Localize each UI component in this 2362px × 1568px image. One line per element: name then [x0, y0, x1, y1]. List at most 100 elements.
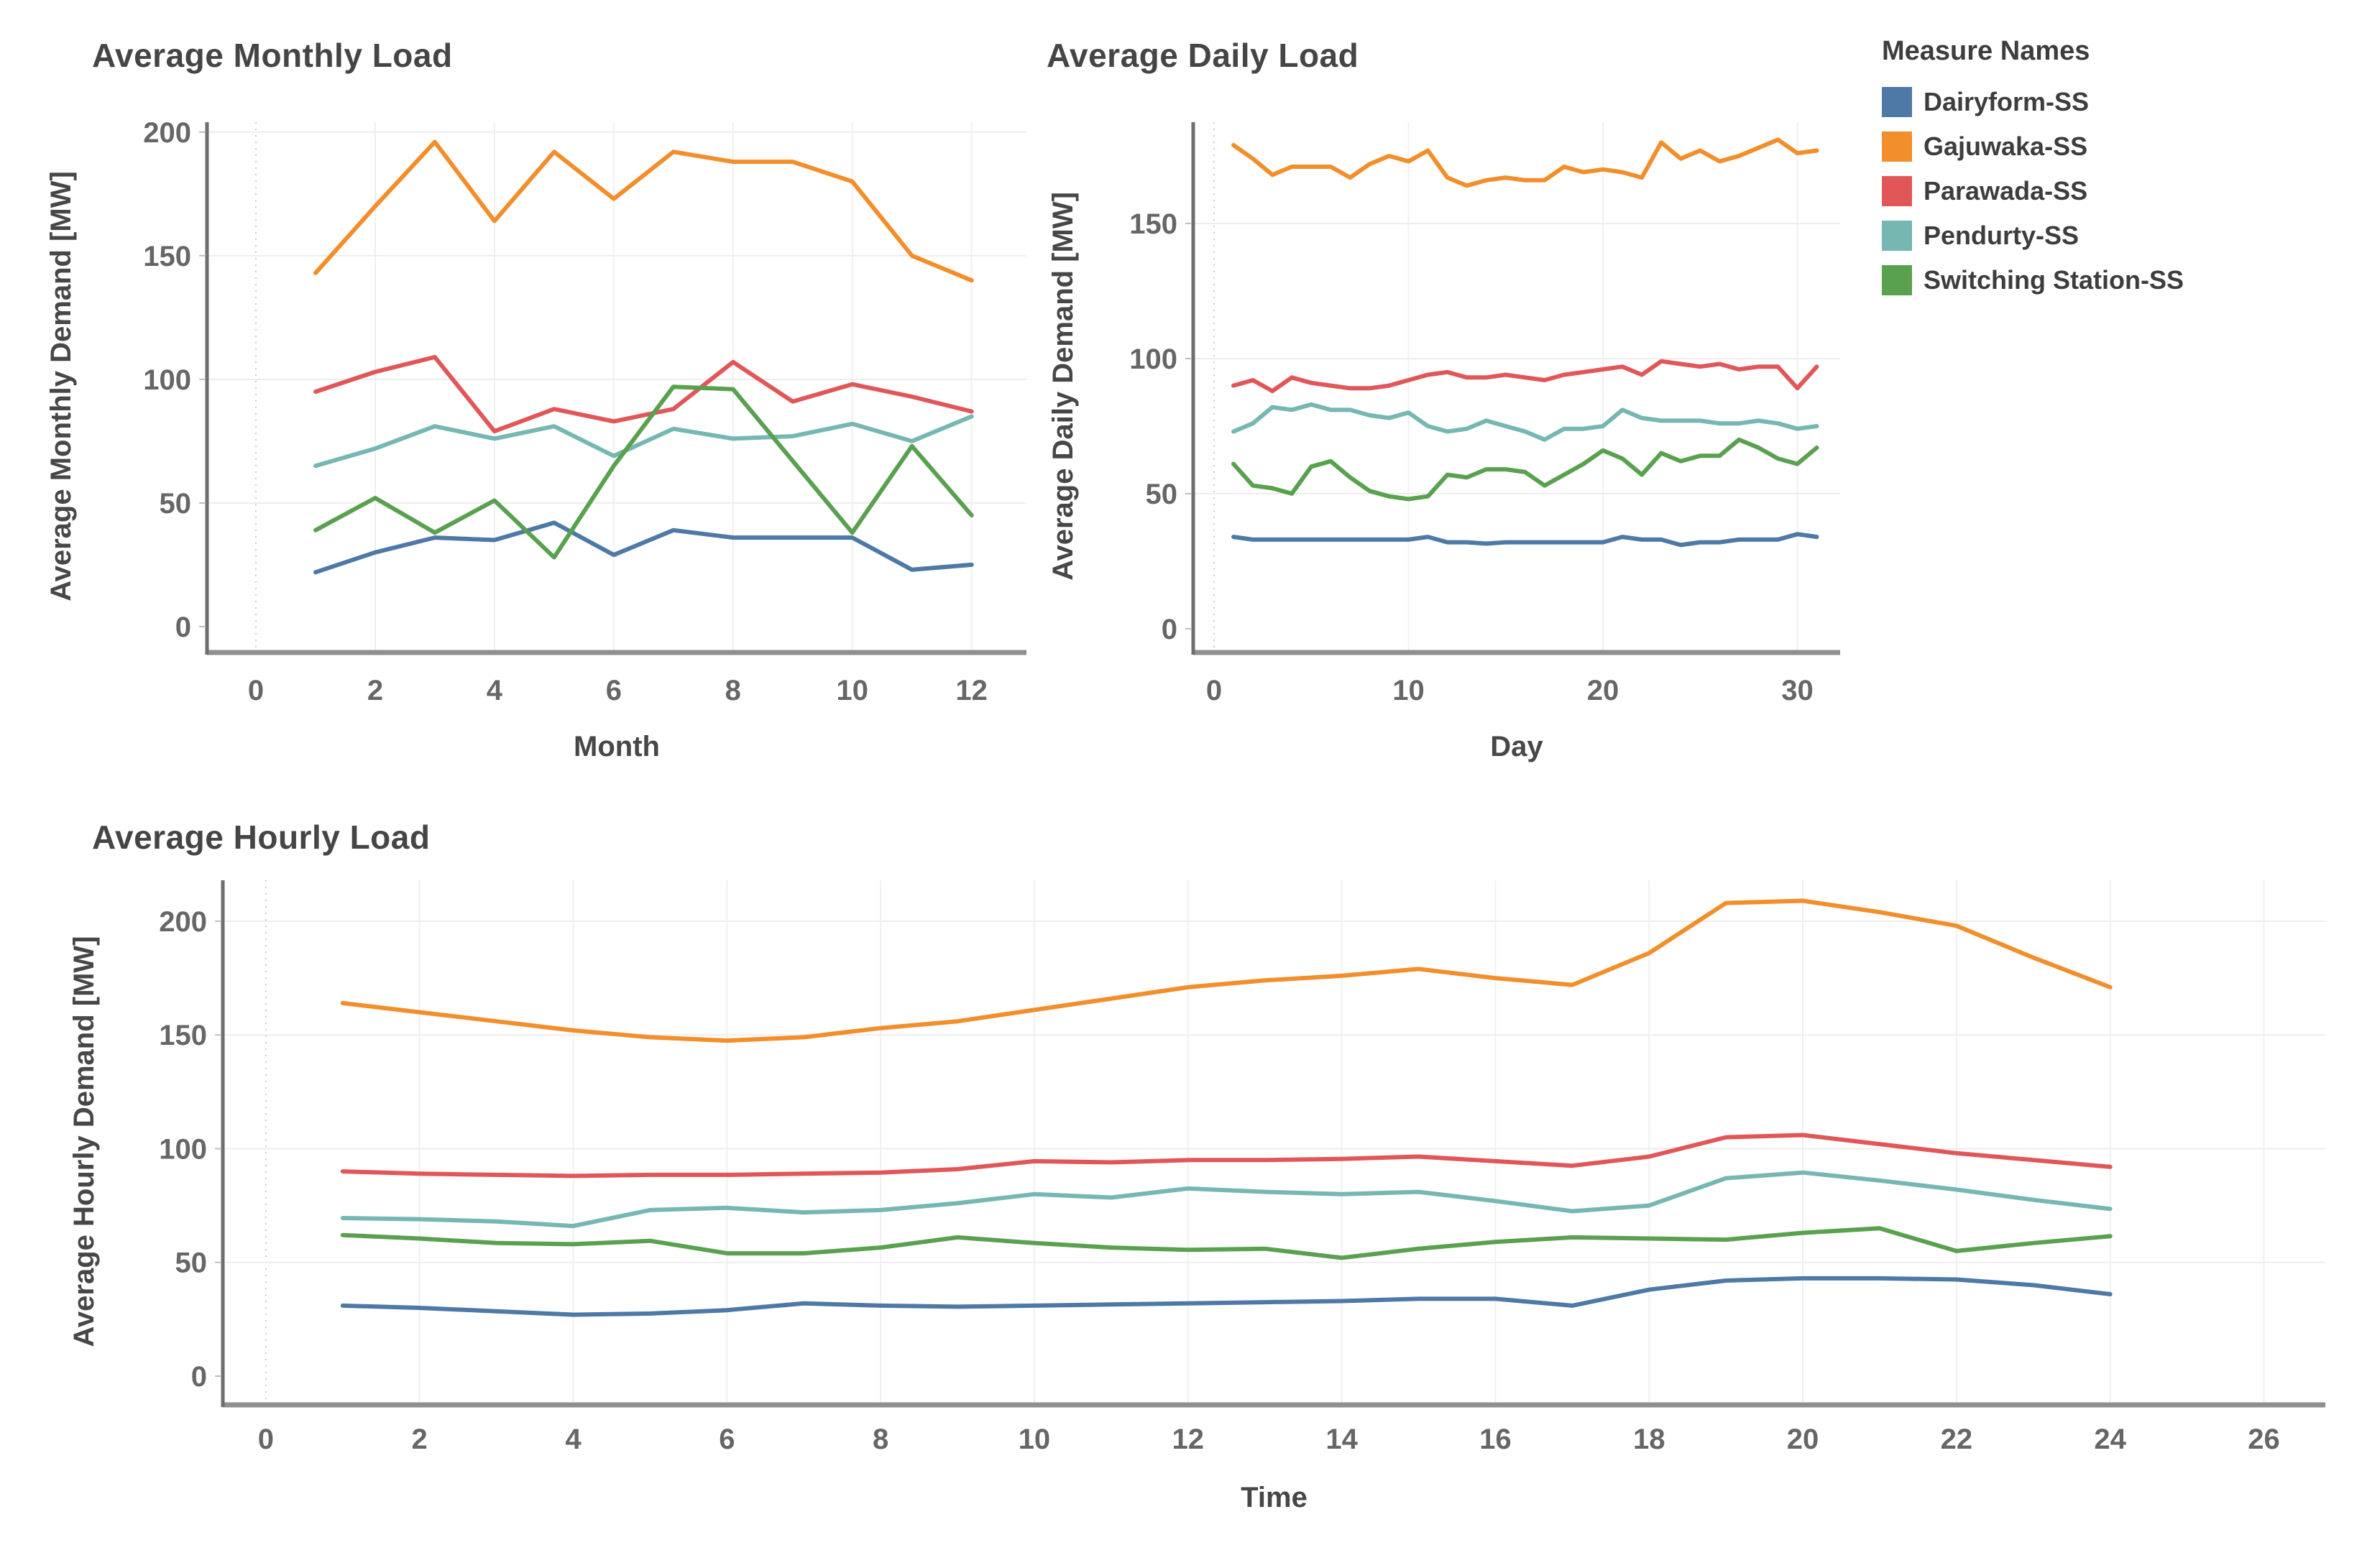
x-tick-labels: 0 2 4 6 8 10 12 — [248, 675, 988, 706]
legend-swatch — [1882, 87, 1912, 117]
x-axis-title: Day — [1490, 731, 1543, 762]
legend-item-parawada-ss[interactable]: Parawada-SS — [1882, 169, 2362, 213]
axes — [1185, 122, 1840, 655]
x-axis-title: Time — [1241, 1482, 1308, 1513]
series-line-switching-station-ss[interactable] — [313, 384, 974, 560]
gridlines — [1193, 122, 1840, 650]
legend-item-label: Gajuwaka-SS — [1924, 132, 2088, 161]
x-tick-label: 20 — [1587, 675, 1619, 706]
x-tick-label: 24 — [2094, 1424, 2126, 1455]
x-axis-title: Month — [574, 731, 660, 762]
x-tick-label: 8 — [725, 675, 741, 706]
legend-item-label: Pendurty-SS — [1924, 221, 2080, 250]
legend-item-gajuwaka-ss[interactable]: Gajuwaka-SS — [1882, 124, 2362, 169]
legend-title: Measure Names — [1882, 36, 2090, 66]
x-tick-label: 4 — [487, 675, 503, 706]
y-axis-title: Average Daily Demand [MW] — [1047, 192, 1079, 581]
y-tick-labels: 0 50 100 150 200 — [159, 906, 207, 1393]
x-tick-label: 16 — [1479, 1424, 1512, 1455]
hourly-chart-title: Average Hourly Load — [92, 818, 431, 856]
x-tick-label: 6 — [719, 1424, 735, 1455]
gridlines — [223, 880, 2325, 1403]
monthly-load-chart: Average Monthly Load 0 50 100 150 200 0 2 4 6 8 10… — [43, 14, 1049, 783]
axes — [215, 880, 2325, 1408]
x-tick-label: 12 — [1172, 1424, 1205, 1455]
x-tick-label: 30 — [1781, 675, 1814, 706]
daily-chart-title: Average Daily Load — [1047, 37, 1359, 74]
legend-items: Dairyform-SS Gajuwaka-SS Parawada-SS Pendur… — [1882, 80, 2362, 303]
legend-swatch — [1882, 221, 1912, 251]
x-tick-label: 10 — [836, 675, 868, 706]
x-tick-label: 10 — [1392, 675, 1425, 706]
x-tick-label: 18 — [1633, 1424, 1665, 1455]
monthly-chart-plot: 0 50 100 150 200 0 2 4 6 8 10 12 Month Average Monthl… — [45, 117, 1026, 762]
y-tick-label: 0 — [175, 612, 191, 643]
x-tick-label: 6 — [606, 675, 622, 706]
series-line-dairyform-ss[interactable] — [340, 1276, 2113, 1317]
legend-swatch — [1882, 176, 1912, 206]
legend-item-dairyform-ss[interactable]: Dairyform-SS — [1882, 80, 2362, 124]
legend-item-pendurty-ss[interactable]: Pendurty-SS — [1882, 213, 2362, 258]
legend-item-label: Switching Station-SS — [1924, 265, 2184, 295]
series-line-pendurty-ss[interactable] — [1231, 402, 1819, 442]
x-tick-label: 20 — [1787, 1424, 1819, 1455]
y-tick-label: 150 — [143, 241, 191, 272]
daily-chart-plot: 0 50 100 150 0 10 20 30 Day Average Daily Demand … — [1047, 122, 1840, 762]
y-axis-title: Average Monthly Demand [MW] — [45, 171, 77, 601]
series-lines — [1231, 137, 1819, 548]
monthly-chart-title: Average Monthly Load — [92, 37, 453, 74]
x-tick-label: 0 — [1206, 675, 1222, 706]
series-line-gajuwaka-ss[interactable] — [1231, 137, 1819, 188]
y-tick-label: 200 — [143, 117, 191, 149]
series-lines — [313, 139, 974, 575]
y-tick-label: 50 — [1146, 479, 1178, 510]
legend-item-label: Parawada-SS — [1924, 176, 2088, 206]
series-line-gajuwaka-ss[interactable] — [340, 898, 2113, 1043]
y-tick-label: 100 — [1129, 343, 1177, 375]
series-line-gajuwaka-ss[interactable] — [313, 139, 974, 283]
y-tick-label: 50 — [160, 488, 192, 520]
legend-item-switching-station-ss[interactable]: Switching Station-SS — [1882, 258, 2362, 303]
y-axis-title: Average Hourly Demand [MW] — [68, 936, 100, 1347]
x-tick-label: 12 — [955, 675, 988, 706]
x-tick-label: 2 — [412, 1424, 428, 1455]
axes — [199, 122, 1026, 655]
x-tick-label: 0 — [258, 1424, 274, 1455]
series-line-switching-station-ss[interactable] — [1231, 437, 1819, 502]
gridlines — [207, 122, 1026, 650]
x-tick-label: 22 — [1941, 1424, 1973, 1455]
series-line-pendurty-ss[interactable] — [313, 414, 974, 469]
y-tick-label: 100 — [159, 1133, 207, 1165]
series-line-dairyform-ss[interactable] — [313, 520, 974, 575]
x-tick-label: 10 — [1019, 1424, 1051, 1455]
series-line-switching-station-ss[interactable] — [340, 1226, 2113, 1260]
legend: Measure Names Dairyform-SS Gajuwaka-SS Par… — [1882, 36, 2362, 303]
x-tick-label: 0 — [248, 675, 264, 706]
legend-swatch — [1882, 132, 1912, 162]
daily-load-chart: Average Daily Load 0 50 100 150 0 10 20 30 Day Av… — [1021, 14, 1869, 783]
legend-swatch — [1882, 265, 1912, 295]
x-tick-labels: 0 2 4 6 8 10 12 14 16 18 20 22 24 26 — [258, 1424, 2280, 1455]
x-tick-label: 14 — [1325, 1424, 1358, 1455]
y-tick-label: 150 — [1129, 208, 1177, 240]
series-line-pendurty-ss[interactable] — [340, 1170, 2113, 1229]
y-tick-label: 100 — [143, 364, 191, 396]
x-tick-label: 8 — [873, 1424, 888, 1455]
y-tick-label: 50 — [175, 1248, 208, 1279]
series-line-parawada-ss[interactable] — [340, 1133, 2113, 1179]
series-line-parawada-ss[interactable] — [1231, 359, 1819, 394]
y-tick-label: 0 — [191, 1361, 207, 1393]
x-tick-label: 4 — [565, 1424, 582, 1455]
y-tick-labels: 0 50 100 150 — [1129, 208, 1177, 645]
hourly-load-chart: Average Hourly Load 0 50 100 150 200 0 2 4 6 8 10 1… — [43, 799, 2362, 1534]
legend-item-label: Dairyform-SS — [1924, 87, 2090, 116]
y-tick-label: 150 — [159, 1020, 207, 1051]
y-tick-labels: 0 50 100 150 200 — [143, 117, 191, 643]
series-line-parawada-ss[interactable] — [313, 354, 974, 434]
series-line-dairyform-ss[interactable] — [1231, 532, 1819, 548]
y-tick-label: 200 — [159, 906, 207, 938]
x-tick-label: 2 — [367, 675, 383, 706]
x-tick-label: 26 — [2248, 1424, 2280, 1455]
x-tick-labels: 0 10 20 30 — [1206, 675, 1814, 706]
